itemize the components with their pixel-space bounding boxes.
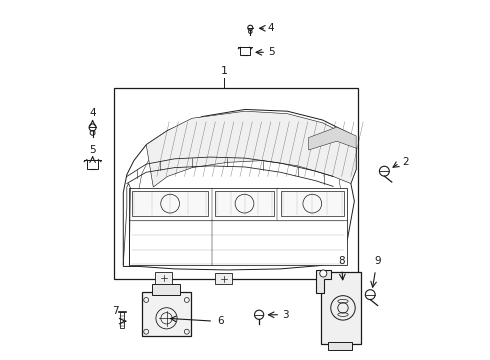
FancyBboxPatch shape	[155, 273, 172, 284]
FancyBboxPatch shape	[216, 273, 232, 284]
Text: 9: 9	[374, 256, 381, 266]
Text: 5: 5	[268, 47, 274, 57]
Text: 2: 2	[402, 157, 409, 167]
Text: 1: 1	[220, 66, 227, 76]
Bar	[87, 159, 98, 170]
Text: 6: 6	[217, 316, 223, 326]
Text: 4: 4	[89, 108, 96, 118]
Bar	[215, 191, 274, 216]
Bar	[120, 312, 124, 328]
Text: 3: 3	[282, 310, 289, 320]
FancyBboxPatch shape	[142, 292, 192, 336]
Text: 5: 5	[89, 145, 96, 154]
Bar	[132, 191, 208, 216]
FancyBboxPatch shape	[321, 272, 362, 344]
Polygon shape	[146, 111, 356, 187]
Bar	[241, 47, 249, 55]
Polygon shape	[309, 127, 356, 150]
Polygon shape	[316, 270, 331, 293]
Bar	[128, 188, 347, 265]
Bar	[115, 88, 358, 279]
Bar	[281, 191, 344, 216]
Text: 4: 4	[268, 23, 274, 33]
Bar	[151, 284, 180, 294]
Bar	[328, 342, 352, 350]
Text: 7: 7	[112, 306, 119, 316]
Text: 8: 8	[339, 256, 345, 266]
Circle shape	[320, 270, 327, 277]
